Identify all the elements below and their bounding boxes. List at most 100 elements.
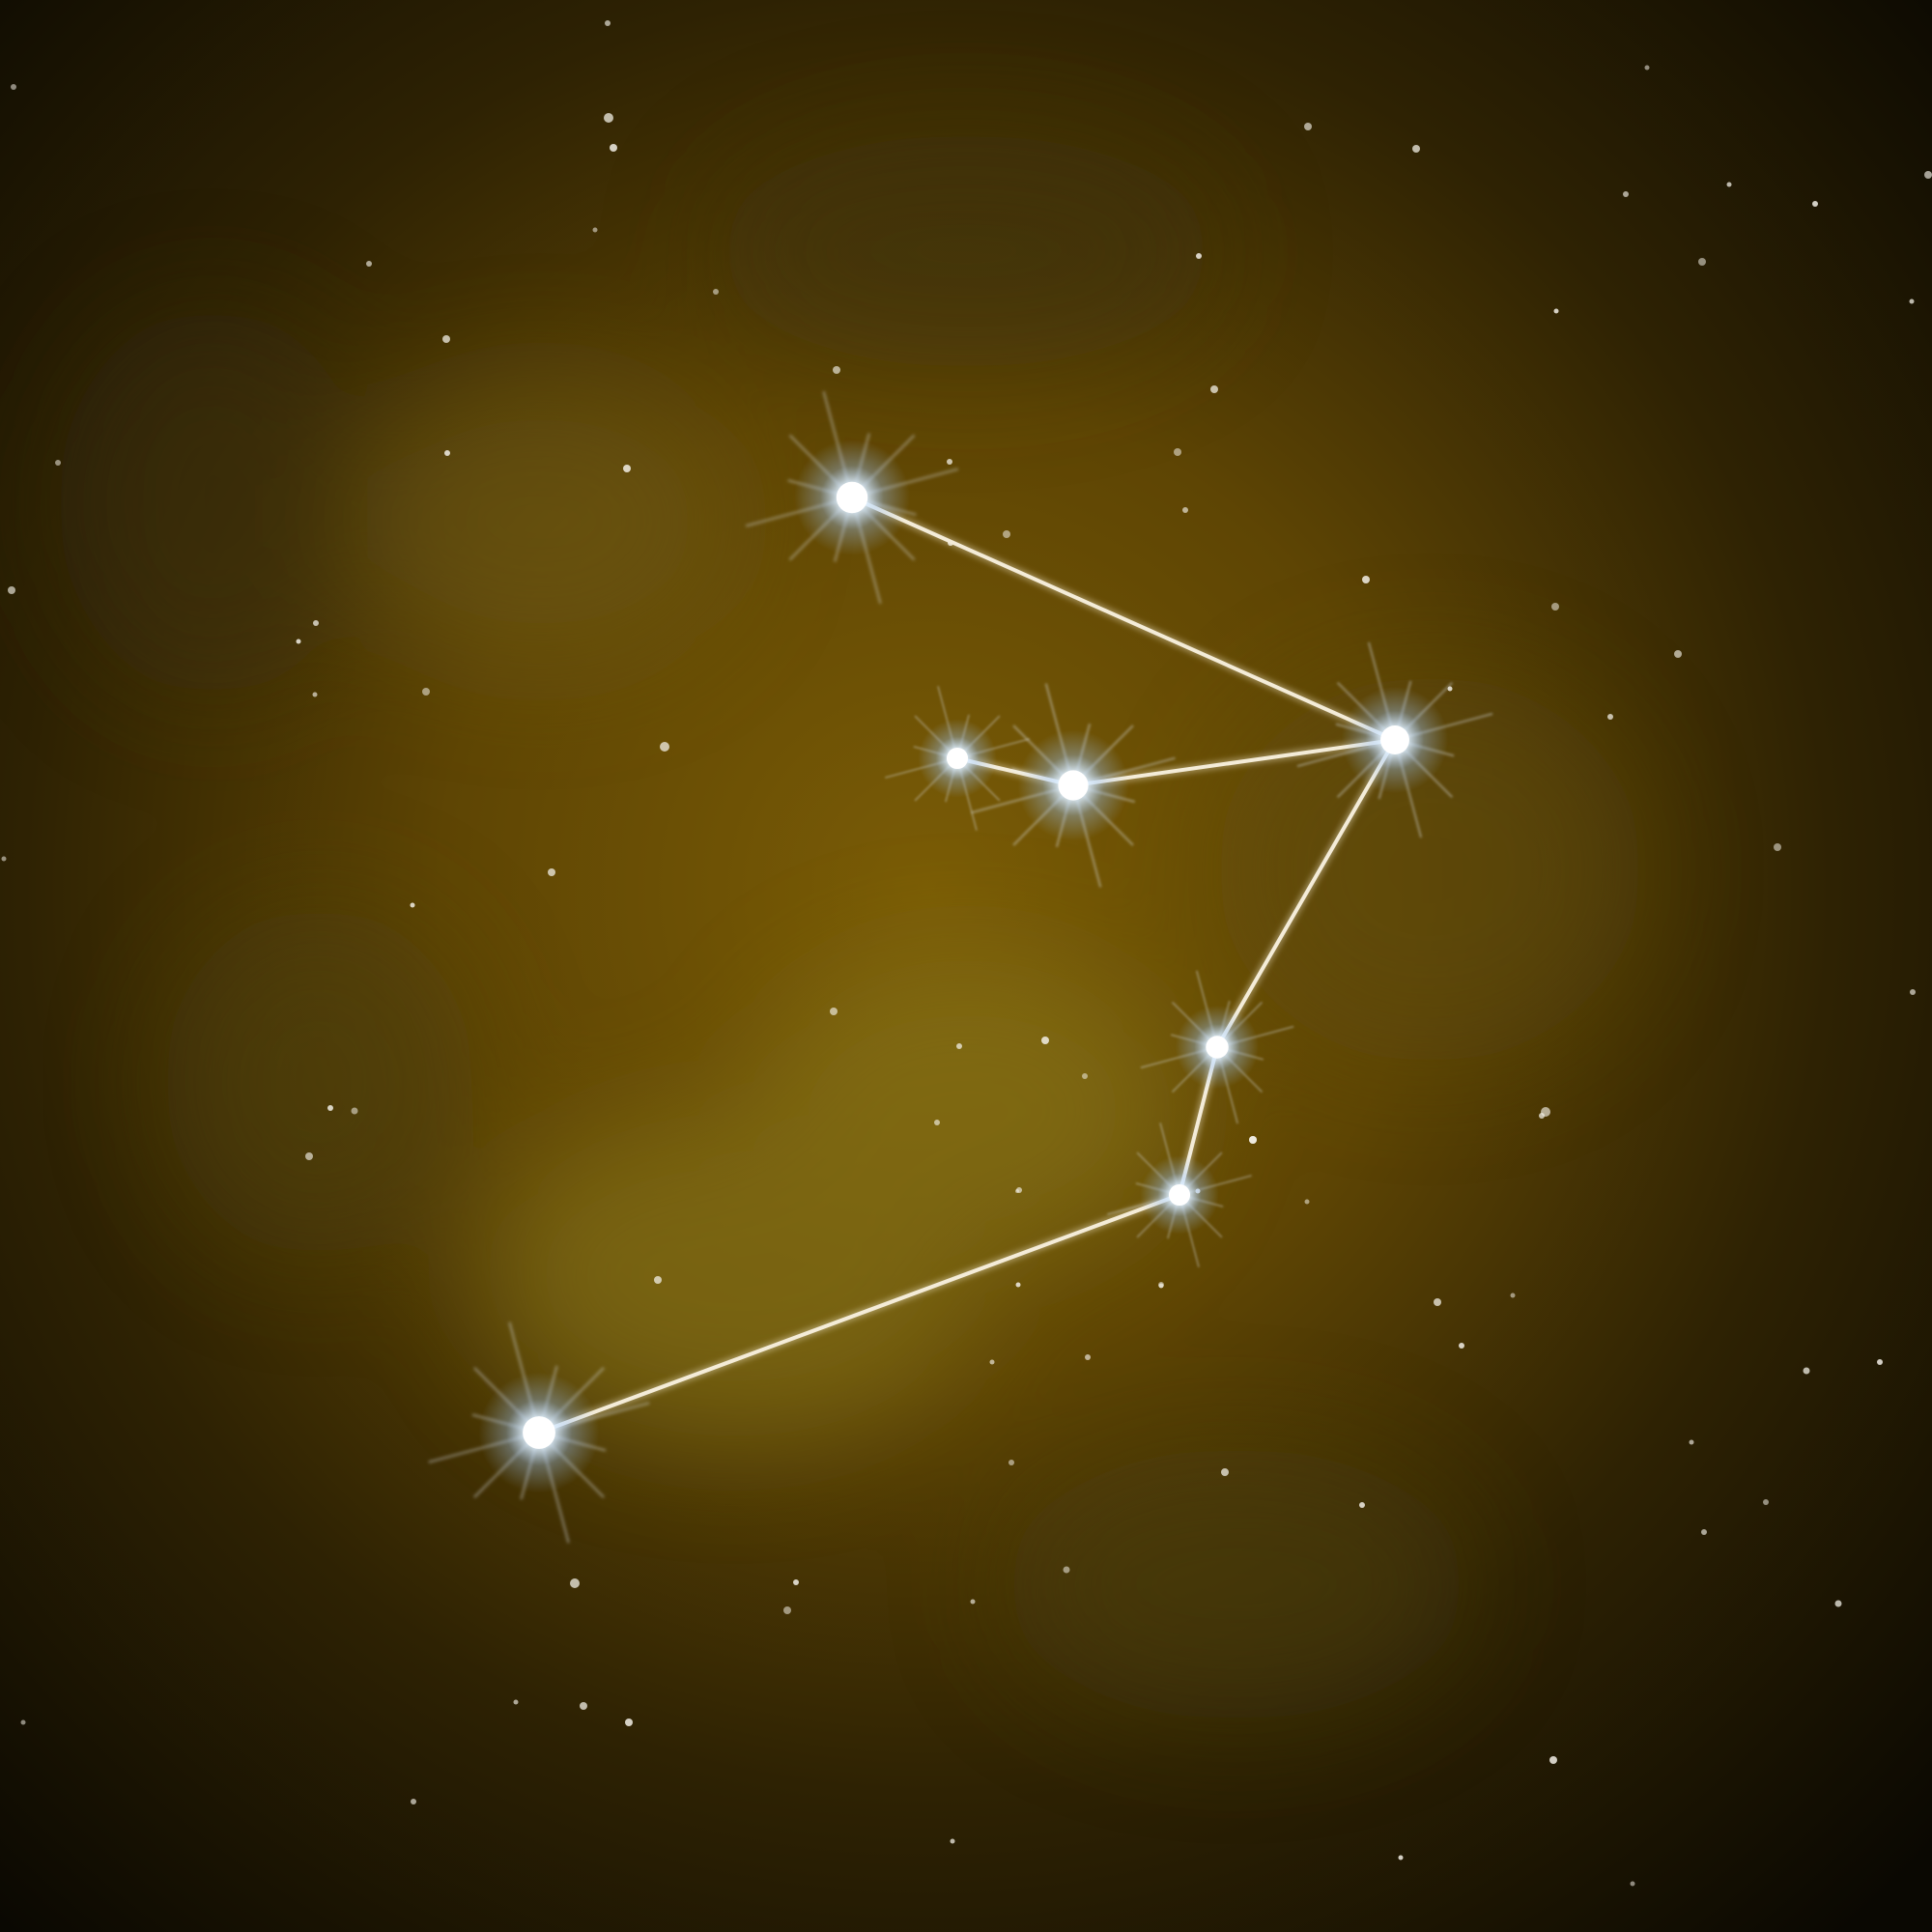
background-star [444, 450, 450, 456]
background-star [1644, 65, 1650, 71]
background-star [1834, 1600, 1842, 1607]
constellation-star [885, 686, 1030, 831]
background-star [1726, 182, 1732, 187]
background-star [1221, 1468, 1229, 1476]
background-star [55, 460, 61, 466]
star-core [1168, 1183, 1191, 1207]
background-star [783, 1606, 791, 1614]
background-star [1085, 1354, 1091, 1360]
background-star [1877, 1359, 1883, 1365]
background-star [947, 459, 952, 465]
constellation-line [537, 1193, 1181, 1435]
constellation-line [1215, 738, 1397, 1049]
background-star [1210, 385, 1218, 393]
background-star [20, 1719, 26, 1725]
background-star [956, 1043, 962, 1049]
star-core [1058, 770, 1089, 801]
background-star [580, 1702, 587, 1710]
nebula-haze [58, 135, 1642, 1719]
background-star [1909, 298, 1915, 304]
background-star [1553, 308, 1559, 314]
background-star [1009, 1460, 1014, 1465]
background-star [1689, 1439, 1694, 1445]
background-star [1910, 989, 1916, 995]
background-star [1249, 1136, 1257, 1144]
background-star [1434, 1298, 1441, 1306]
background-star [1182, 507, 1188, 513]
star-core [523, 1416, 555, 1449]
background-star [1362, 576, 1370, 583]
background-star [305, 1152, 313, 1160]
background-star [1041, 1037, 1049, 1044]
background-star [1359, 1502, 1365, 1508]
background-star [1304, 1199, 1310, 1205]
background-star [713, 289, 719, 295]
background-star [1812, 201, 1818, 207]
background-star [1412, 145, 1420, 153]
background-star [623, 465, 631, 472]
background-star [970, 1599, 976, 1605]
background-star [989, 1359, 995, 1365]
star-core [1206, 1036, 1229, 1059]
constellation-star [1140, 970, 1294, 1124]
background-star [1, 856, 7, 862]
background-star [1701, 1529, 1707, 1535]
constellation-stars [428, 390, 1493, 1544]
background-star [1763, 1499, 1769, 1505]
background-stars [1, 20, 1932, 1887]
background-star [1607, 714, 1613, 720]
background-star [1539, 1113, 1545, 1119]
background-star [351, 1107, 358, 1115]
background-star [1158, 1283, 1164, 1289]
background-star [513, 1699, 519, 1705]
background-star [422, 688, 430, 696]
background-star [570, 1578, 580, 1588]
background-star [793, 1579, 799, 1585]
background-star [1698, 258, 1706, 266]
background-star [605, 20, 611, 26]
background-star [313, 620, 319, 626]
background-star [1003, 530, 1010, 538]
background-star [833, 366, 840, 374]
background-star [1398, 1855, 1404, 1861]
background-star [1196, 253, 1202, 259]
background-star [1924, 171, 1932, 179]
background-star [1304, 123, 1312, 130]
background-star [8, 586, 15, 594]
background-star [312, 692, 318, 697]
background-star [296, 639, 301, 644]
background-star [625, 1719, 633, 1726]
constellation-star [745, 390, 959, 605]
background-star [1630, 1881, 1635, 1887]
background-star [1803, 1367, 1810, 1375]
background-star [660, 742, 669, 752]
star-core [836, 481, 868, 514]
background-star [604, 113, 613, 123]
background-star [1082, 1073, 1088, 1079]
background-star [11, 84, 16, 90]
background-star [830, 1008, 838, 1015]
background-star [950, 1838, 955, 1844]
background-star [1674, 650, 1682, 658]
background-star [548, 868, 555, 876]
constellation-line [850, 496, 1397, 742]
star-core [1380, 725, 1409, 754]
background-star [1063, 1566, 1070, 1574]
background-star [934, 1120, 940, 1125]
background-star [411, 1799, 416, 1804]
constellation-star [428, 1321, 650, 1544]
background-star [1015, 1282, 1021, 1288]
background-star [592, 227, 598, 233]
constellation-star [1296, 641, 1493, 838]
background-star [1549, 1756, 1557, 1764]
constellation-star [971, 683, 1176, 888]
background-star [327, 1105, 333, 1111]
background-star [654, 1276, 662, 1284]
background-star [442, 335, 450, 343]
background-star [610, 144, 617, 152]
star-core [946, 747, 969, 770]
background-star [1510, 1293, 1516, 1298]
background-star [1774, 843, 1781, 851]
constellation-star [1107, 1122, 1252, 1267]
